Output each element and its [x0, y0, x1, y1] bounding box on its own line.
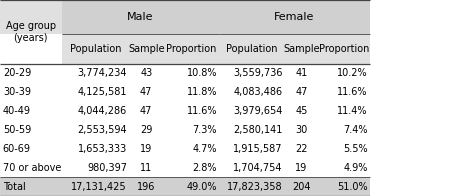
Text: 29: 29 [140, 125, 153, 135]
Text: Proportion: Proportion [166, 44, 217, 54]
Text: 1,915,587: 1,915,587 [233, 144, 283, 154]
Text: 5.5%: 5.5% [343, 144, 368, 154]
Text: Sample: Sample [283, 44, 320, 54]
Text: 19: 19 [140, 144, 152, 154]
Text: 2,553,594: 2,553,594 [77, 125, 127, 135]
Text: 4,125,581: 4,125,581 [78, 87, 127, 97]
Text: 30: 30 [295, 125, 308, 135]
Text: 17,823,358: 17,823,358 [227, 181, 283, 191]
Text: 3,774,234: 3,774,234 [78, 68, 127, 78]
Text: 47: 47 [140, 87, 153, 97]
Text: 4,083,486: 4,083,486 [233, 87, 283, 97]
Text: 19: 19 [295, 163, 308, 173]
Text: 1,704,754: 1,704,754 [233, 163, 283, 173]
Bar [0, 177, 370, 196]
Text: Male: Male [127, 12, 154, 22]
Text: 11.8%: 11.8% [187, 87, 217, 97]
Text: 30-39: 30-39 [3, 87, 31, 97]
Text: 70 or above: 70 or above [3, 163, 61, 173]
Bar [62, 0, 219, 34]
Text: 2,580,141: 2,580,141 [233, 125, 283, 135]
Bar [62, 34, 370, 64]
Text: 50-59: 50-59 [3, 125, 31, 135]
Text: Sample: Sample [128, 44, 164, 54]
Text: 11: 11 [140, 163, 152, 173]
Text: 20-29: 20-29 [3, 68, 31, 78]
Text: 196: 196 [137, 181, 155, 191]
Text: 47: 47 [295, 87, 308, 97]
Text: 7.4%: 7.4% [343, 125, 368, 135]
Text: 10.8%: 10.8% [187, 68, 217, 78]
Bar [0, 139, 370, 158]
Text: 49.0%: 49.0% [187, 181, 217, 191]
Text: 3,559,736: 3,559,736 [233, 68, 283, 78]
Text: 45: 45 [295, 106, 308, 116]
Text: Proportion: Proportion [319, 44, 369, 54]
Text: Population: Population [226, 44, 277, 54]
Text: 1,653,333: 1,653,333 [78, 144, 127, 154]
Text: Total: Total [3, 181, 26, 191]
Text: 11.6%: 11.6% [187, 106, 217, 116]
Bar [0, 0, 62, 34]
Text: 7.3%: 7.3% [192, 125, 217, 135]
Text: 980,397: 980,397 [87, 163, 127, 173]
Text: 41: 41 [295, 68, 308, 78]
Text: 43: 43 [140, 68, 152, 78]
Bar [0, 83, 370, 102]
Text: Population: Population [70, 44, 121, 54]
Text: Age group
(years): Age group (years) [6, 21, 56, 43]
Bar [0, 102, 370, 120]
Bar [0, 64, 370, 83]
Text: 11.4%: 11.4% [337, 106, 368, 116]
Bar [219, 0, 370, 34]
Text: 51.0%: 51.0% [337, 181, 368, 191]
Text: 2.8%: 2.8% [192, 163, 217, 173]
Text: 40-49: 40-49 [3, 106, 31, 116]
Text: 47: 47 [140, 106, 153, 116]
Text: 17,131,425: 17,131,425 [72, 181, 127, 191]
Text: 204: 204 [292, 181, 311, 191]
Text: 4.9%: 4.9% [344, 163, 368, 173]
Text: Female: Female [274, 12, 315, 22]
Bar [0, 120, 370, 139]
Text: 60-69: 60-69 [3, 144, 31, 154]
Text: 22: 22 [295, 144, 308, 154]
Text: 3,979,654: 3,979,654 [233, 106, 283, 116]
Bar [0, 158, 370, 177]
Text: 10.2%: 10.2% [337, 68, 368, 78]
Text: 11.6%: 11.6% [337, 87, 368, 97]
Text: 4,044,286: 4,044,286 [78, 106, 127, 116]
Text: 4.7%: 4.7% [192, 144, 217, 154]
